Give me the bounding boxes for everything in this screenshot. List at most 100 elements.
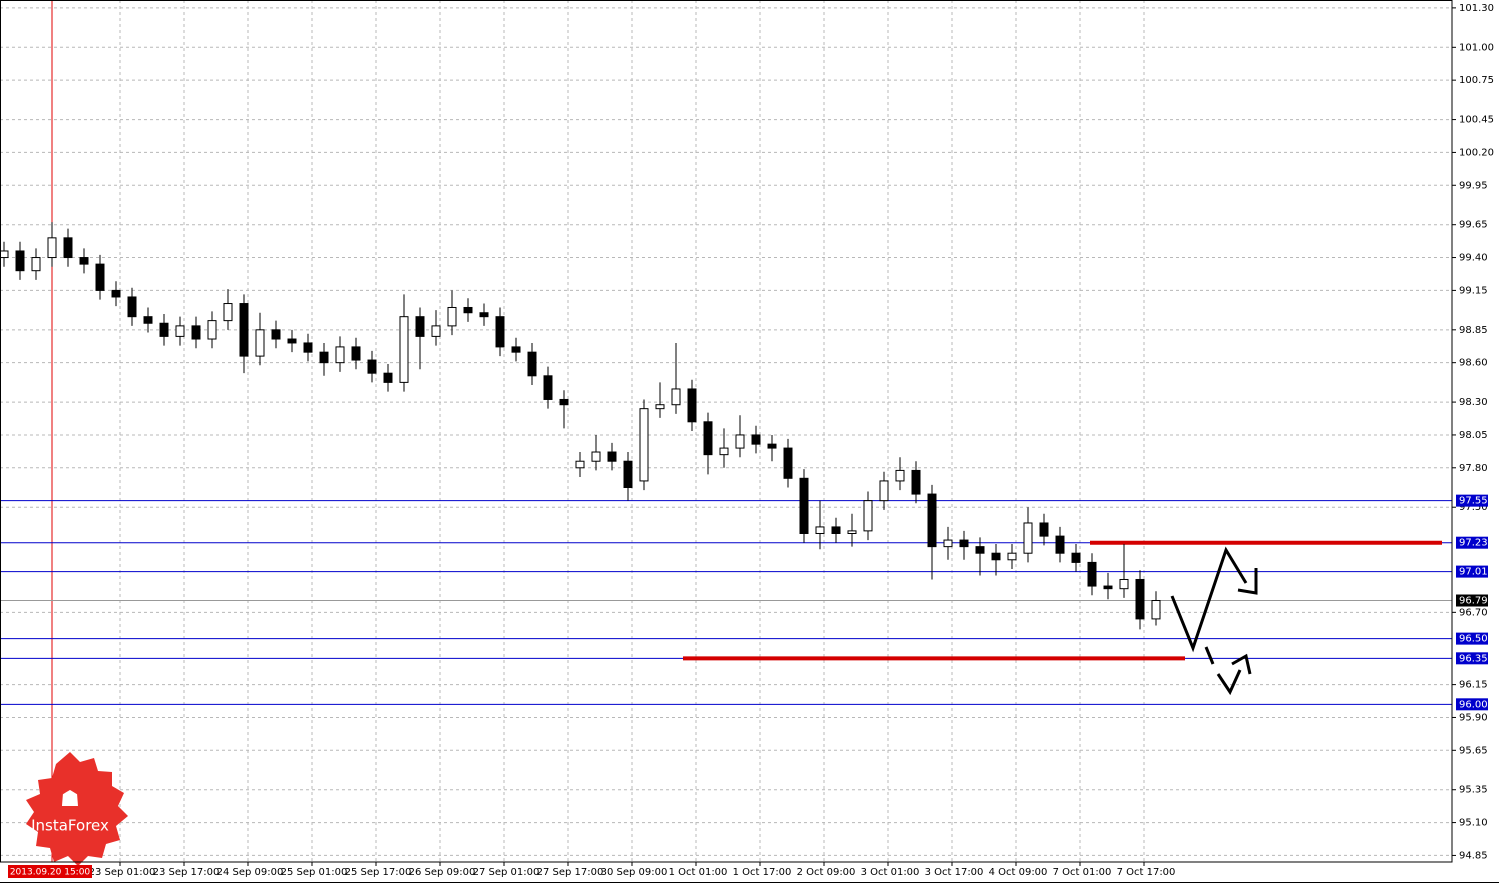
y-tick-label: 98.85 — [1459, 325, 1488, 336]
candle-body — [447, 306, 457, 327]
y-tick-label: 100.45 — [1459, 115, 1494, 126]
candle-body — [831, 526, 841, 534]
level-label-bg — [1456, 565, 1488, 578]
candle-body — [383, 372, 393, 383]
candle-body — [143, 316, 153, 324]
forecast-arrow — [1237, 568, 1258, 595]
time-marker-label: 2013.09.20 15:00 — [10, 868, 91, 878]
candle-body — [607, 451, 617, 462]
candle-body — [351, 346, 361, 361]
y-tick-label: 100.20 — [1459, 147, 1494, 158]
y-tick-label: 100.75 — [1459, 75, 1494, 86]
x-tick-label: 30 Sep 09:00 — [601, 867, 668, 878]
x-tick-label: 25 Sep 17:00 — [345, 867, 412, 878]
candle-body — [783, 447, 793, 479]
candle-body — [191, 325, 201, 340]
forecast-path — [1170, 546, 1248, 653]
grid — [0, 0, 1452, 862]
candle-body — [1007, 552, 1017, 561]
candle-body — [927, 493, 937, 548]
candle-body — [991, 552, 1001, 561]
time-marker-label-bg — [8, 865, 92, 878]
candle-body — [1039, 522, 1049, 537]
forecast-dashed — [1204, 646, 1252, 696]
x-tick-label: 2 Oct 09:00 — [797, 867, 856, 878]
candle-body — [1119, 578, 1129, 590]
candle-body — [1055, 535, 1065, 554]
y-tick-label: 99.15 — [1459, 285, 1488, 296]
candle-body — [223, 303, 233, 322]
candle-body — [767, 443, 777, 449]
candle-body — [959, 539, 969, 548]
logo-text: InstaForex — [31, 817, 109, 835]
x-tick-label: 23 Sep 01:00 — [89, 867, 156, 878]
candle-body — [527, 351, 537, 377]
y-tick-label: 97.50 — [1459, 502, 1488, 513]
candle-body — [1135, 578, 1145, 620]
candle-body — [671, 388, 681, 406]
x-tick-label: 25 Sep 01:00 — [281, 867, 348, 878]
candle-body — [463, 306, 473, 314]
y-tick-label: 95.35 — [1459, 785, 1488, 796]
y-tick-label: 95.90 — [1459, 712, 1488, 723]
y-tick-label: 96.70 — [1459, 607, 1488, 618]
x-tick-label: 1 Oct 17:00 — [733, 867, 792, 878]
candle-body — [271, 329, 281, 340]
level-label-bg — [1456, 652, 1488, 665]
level-label-bg — [1456, 632, 1488, 645]
candle-body — [207, 320, 217, 340]
candle-body — [719, 447, 729, 456]
candle-body — [1023, 522, 1033, 554]
x-tick-label: 24 Sep 09:00 — [217, 867, 284, 878]
y-tick-label: 101.30 — [1459, 3, 1494, 14]
forecast-drawing — [1170, 546, 1258, 696]
candle-body — [319, 351, 329, 364]
level-label: 96.35 — [1459, 653, 1488, 664]
level-label: 96.50 — [1459, 634, 1488, 645]
candle-body — [303, 342, 313, 353]
candle-body — [863, 500, 873, 532]
candle-body — [255, 329, 265, 357]
candle-body — [0, 250, 9, 259]
candle-body — [703, 421, 713, 456]
candle-body — [159, 322, 169, 337]
y-tick-label: 95.10 — [1459, 818, 1488, 829]
candle-body — [431, 325, 441, 337]
y-tick-label: 98.60 — [1459, 358, 1488, 369]
y-tick-label: 96.15 — [1459, 680, 1488, 691]
y-tick-label: 94.85 — [1459, 850, 1488, 861]
candle-body — [127, 296, 137, 318]
x-tick-label: 3 Oct 17:00 — [925, 867, 984, 878]
current-price-label: 96.79 — [1459, 596, 1488, 607]
candle-body — [751, 434, 761, 445]
candle-body — [511, 346, 521, 353]
y-tick-label: 99.40 — [1459, 253, 1488, 264]
candle-body — [735, 434, 745, 449]
candle-body — [655, 404, 665, 410]
x-tick-label: 23 Sep 17:00 — [153, 867, 220, 878]
y-tick-label: 98.05 — [1459, 430, 1488, 441]
plot — [0, 0, 1452, 862]
candle-body — [687, 388, 697, 423]
candle-body — [367, 359, 377, 374]
x-tick-label: 3 Oct 01:00 — [861, 867, 920, 878]
x-tick-label: 1 Oct 01:00 — [669, 867, 728, 878]
candle-body — [575, 460, 585, 469]
current-price-bg — [1456, 594, 1488, 607]
x-tick-label: 27 Sep 17:00 — [537, 867, 604, 878]
candle-body — [415, 316, 425, 337]
level-label-bg — [1456, 494, 1488, 507]
x-tick-label: 7 Oct 01:00 — [1053, 867, 1112, 878]
candle-body — [847, 530, 857, 534]
candle-body — [31, 257, 41, 272]
level-label: 96.00 — [1459, 699, 1488, 710]
candle-body — [47, 237, 57, 259]
level-label: 97.01 — [1459, 567, 1488, 578]
y-tick-label: 98.30 — [1459, 397, 1488, 408]
candle-body — [1151, 600, 1161, 620]
candle-body — [15, 250, 25, 272]
candle-body — [239, 303, 249, 357]
level-label: 97.23 — [1459, 538, 1488, 549]
y-tick-label: 99.65 — [1459, 220, 1488, 231]
